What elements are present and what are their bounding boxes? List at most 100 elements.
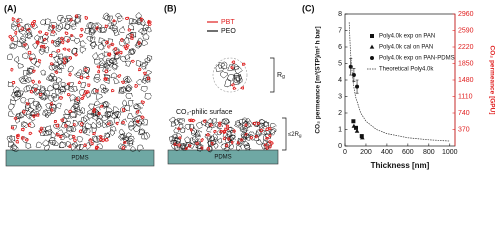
polymer-chain: [110, 24, 118, 32]
polymer-chain: [13, 116, 18, 121]
polymer-chain: [225, 124, 229, 128]
polymer-chain: [134, 84, 139, 88]
polymer-chain: [125, 92, 133, 99]
polymer-chain: [222, 118, 230, 125]
polymer-chain: [69, 18, 73, 22]
polymer-chain: [22, 52, 29, 60]
polymer-chain: [78, 129, 83, 134]
polymer-chain: [27, 107, 34, 113]
polymer-chain: [15, 139, 19, 144]
polymer-chain: [256, 139, 263, 146]
polymer-chain: [66, 82, 71, 86]
polymer-chain: [83, 27, 91, 35]
polymer-chain: [140, 100, 145, 105]
polymer-chain: [110, 42, 115, 47]
y2-tick-label: 1850: [458, 60, 474, 67]
polymer-chain: [11, 20, 18, 28]
polymer-chain: [95, 93, 103, 100]
polymer-chain: [23, 43, 27, 47]
polymer-chain: [244, 118, 251, 124]
polymer-chain: [64, 120, 72, 126]
polymer-chain: [26, 68, 33, 76]
polymer-chain: [174, 145, 180, 152]
polymer-chain: [200, 146, 204, 150]
polymer-chain: [174, 136, 181, 143]
polymer-chain: [92, 52, 99, 60]
polymer-chain: [93, 100, 102, 106]
polymer-chain: [111, 63, 118, 71]
point: [351, 119, 356, 124]
polymer-chain: [74, 96, 81, 103]
legend-label: PBT: [221, 19, 235, 26]
polymer-chain: [207, 122, 215, 128]
polymer-chain: [124, 16, 130, 20]
polymer-chain: [136, 79, 144, 86]
polymer-chain: [88, 103, 95, 110]
polymer-chain: [188, 144, 192, 148]
polymer-chain: [99, 104, 104, 108]
thickness-label: ≤2Rg: [288, 132, 302, 139]
polymer-chain: [118, 25, 126, 33]
polymer-chain: [42, 130, 50, 136]
polymer-chain: [132, 116, 139, 123]
panel-label: (A): [4, 3, 17, 13]
polymer-chain: [63, 36, 71, 43]
polymer-chain: [51, 76, 57, 82]
polymer-chain: [59, 36, 65, 41]
polymer-chain: [14, 30, 18, 36]
polymer-chain: [263, 122, 270, 129]
polymer-chain: [68, 86, 75, 93]
polymer-chain: [138, 129, 146, 136]
polymer-chain: [48, 94, 55, 102]
y-tick-label: 6: [338, 44, 342, 51]
polymer-chain: [8, 141, 14, 148]
polymer-chain: [35, 41, 40, 45]
polymer-chain: [104, 77, 108, 81]
polymer-chain: [224, 119, 231, 125]
polymer-chain: [120, 55, 127, 62]
polymer-chain: [63, 55, 69, 62]
y-axis-label: CO₂ permeance [m³(STP)/m² h bar]: [315, 26, 322, 133]
polymer-chain: [45, 18, 52, 26]
polymer-chain: [8, 135, 16, 143]
polymer-chain: [248, 131, 255, 137]
polymer-chain: [24, 138, 29, 142]
polymer-chain: [20, 27, 25, 31]
polymer-chain: [21, 110, 26, 114]
polymer-chain: [22, 75, 29, 82]
polymer-chain: [11, 17, 16, 22]
y2-tick-label: 1110: [458, 93, 473, 100]
polymer-chain: [92, 108, 96, 114]
polymer-chain: [33, 87, 41, 94]
polymer-chain: [240, 138, 244, 142]
polymer-chain: [173, 118, 180, 126]
polymer-chain: [171, 143, 178, 150]
polymer-chain: [57, 14, 64, 21]
polymer-chain: [129, 48, 136, 55]
polymer-chain: [93, 77, 101, 83]
y2-tick-label: 740: [458, 110, 470, 117]
polymer-chain: [141, 132, 149, 140]
polymer-chain: [265, 127, 270, 131]
polymer-chain: [73, 52, 78, 57]
polymer-chain: [140, 86, 148, 93]
thickness-sub: g: [299, 133, 302, 138]
polymer-chain: [10, 143, 18, 150]
polymer-chain: [83, 115, 90, 122]
polymer-chain: [142, 24, 149, 32]
legend-label: Poly4.0k exp on PAN-PDMS: [379, 56, 455, 62]
polymer-chain: [137, 118, 145, 125]
polymer-chain: [227, 73, 236, 82]
polymer-chain: [86, 22, 92, 29]
polymer-chain: [107, 38, 113, 46]
polymer-chain: [184, 124, 191, 130]
polymer-chain: [8, 110, 15, 117]
polymer-chain: [232, 74, 241, 84]
polymer-chain: [26, 27, 31, 32]
polymer-chain: [95, 145, 99, 150]
polymer-chain: [263, 130, 271, 135]
polymer-chain: [66, 126, 74, 133]
polymer-chain: [80, 127, 88, 134]
surface-label: CO₂-philic surface: [176, 109, 233, 116]
polymer-chain: [248, 134, 256, 141]
